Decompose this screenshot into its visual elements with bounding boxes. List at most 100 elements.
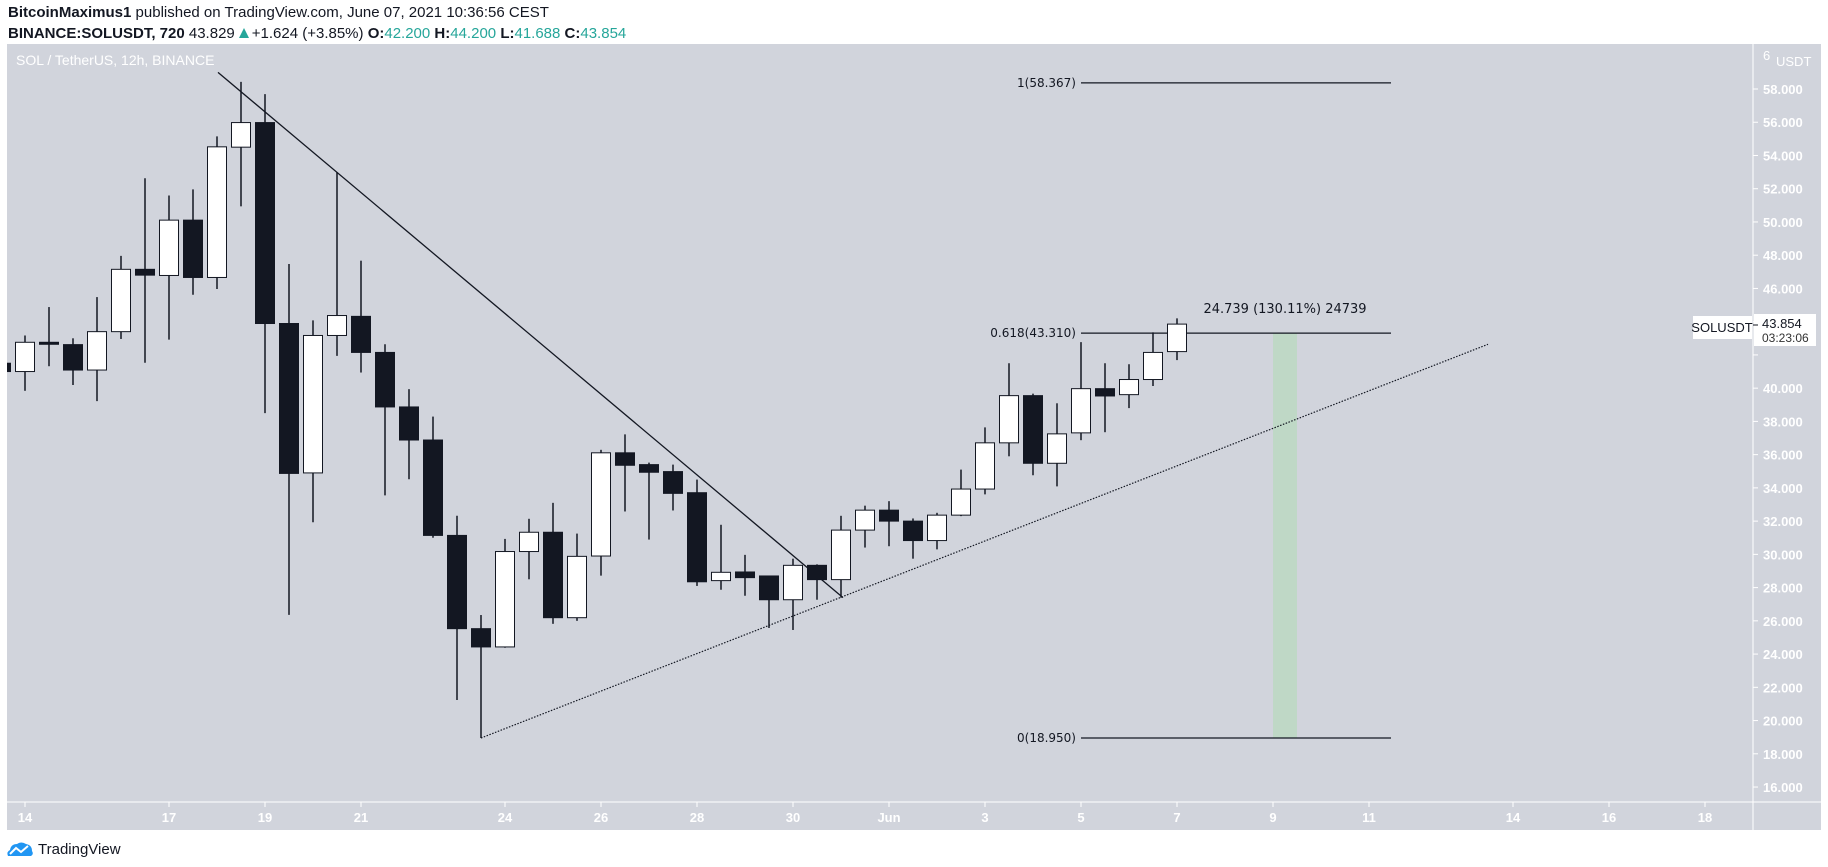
candle-body (207, 146, 227, 278)
price-tick-label: 20.000 (1763, 714, 1803, 729)
candle-body (351, 315, 371, 353)
low-label: L: (500, 25, 515, 42)
candle (159, 195, 179, 340)
candle (471, 615, 491, 739)
price-tick-label: 58.000 (1763, 82, 1803, 97)
candle (1071, 342, 1091, 441)
price-tick-label: 18.000 (1763, 747, 1803, 762)
time-tick-label: 9 (1269, 810, 1276, 825)
open-value: 42.200 (384, 25, 431, 42)
price-tick-label: 24.000 (1763, 647, 1803, 662)
candle (519, 518, 539, 580)
candle-body (879, 509, 899, 522)
brand-name: TradingView (38, 840, 121, 858)
price-tick-label: 26.000 (1763, 614, 1803, 629)
author-name[interactable]: BitcoinMaximus1 (8, 4, 132, 21)
candle (687, 479, 707, 586)
tradingview-logo[interactable]: TradingView (6, 840, 121, 858)
candle (303, 320, 323, 523)
candle (567, 533, 587, 621)
open-label: O: (367, 25, 385, 42)
high-label: H: (434, 25, 451, 42)
time-tick-label: 30 (786, 810, 800, 825)
candle (1119, 364, 1139, 409)
candle-body (279, 323, 299, 474)
close-label: C: (564, 25, 581, 42)
candle-body (999, 395, 1019, 444)
candle-body (1119, 379, 1139, 396)
candle-body (39, 341, 59, 345)
time-tick-label: 24 (498, 810, 513, 825)
low-value: 41.688 (514, 25, 561, 42)
price-tick-label: 22.000 (1763, 680, 1803, 695)
time-tick-label: 21 (354, 810, 368, 825)
candle-body (927, 514, 947, 542)
last-price-marker: SOLUSDT 43.854 03:23:06 (1691, 314, 1816, 346)
candle-body (783, 564, 803, 601)
candle-body (759, 575, 779, 601)
price-tick-label: 46.000 (1763, 281, 1803, 296)
plot-area: 24.739 (130.11%) 24739 1(58.367) 0.618(43.… (7, 71, 1489, 745)
candle (927, 512, 947, 550)
time-axis[interactable]: 14 17 19 21 24 26 28 30 Jun 3 5 7 9 11 14 16 18 (18, 802, 1712, 825)
symbol-label: BINANCE:SOLUSDT, 720 (8, 25, 185, 42)
price-tick-label: 52.000 (1763, 182, 1803, 197)
price-axis[interactable]: 58.000 56.000 54.000 52.000 50.000 48.000 46.0… (1753, 82, 1803, 795)
candle-body (951, 488, 971, 516)
candle (735, 554, 755, 596)
candle-body (687, 492, 707, 583)
time-tick-label: 17 (162, 810, 176, 825)
candle (759, 575, 779, 628)
ohlc-line: BINANCE:SOLUSDT, 720 43.829 +1.624 (+3.85… (8, 25, 626, 42)
time-tick-label: 5 (1077, 810, 1084, 825)
time-tick-label: 11 (1362, 810, 1376, 825)
price-tick-label: 48.000 (1763, 248, 1803, 263)
time-tick-label: 3 (981, 810, 988, 825)
candle (255, 94, 275, 414)
time-tick-label: 16 (1602, 810, 1616, 825)
candle (1047, 403, 1067, 487)
candle (543, 502, 563, 624)
candle-body (495, 551, 515, 648)
time-tick-label: 18 (1698, 810, 1712, 825)
time-tick-label: 7 (1173, 810, 1180, 825)
time-tick-label: 19 (258, 810, 272, 825)
candle (663, 464, 683, 511)
price-tick-label: 16.000 (1763, 780, 1803, 795)
close-value: 43.854 (580, 25, 627, 42)
candle (1023, 393, 1043, 476)
candle-body (375, 351, 395, 408)
candle (975, 427, 995, 495)
candle-body (855, 509, 875, 531)
high-value: 44.200 (450, 25, 497, 42)
candle-body (543, 531, 563, 619)
candle (1143, 332, 1163, 386)
price-tick-label: 56.000 (1763, 115, 1803, 130)
candle-body (735, 571, 755, 579)
candle-body (15, 341, 35, 373)
candle (279, 264, 299, 615)
candle (615, 434, 635, 512)
candle-body (399, 406, 419, 441)
fib-level-label: 0(18.950) (1017, 731, 1076, 745)
last-price: 43.829 (188, 25, 235, 42)
candle (135, 178, 155, 363)
candle-body (615, 452, 635, 466)
candle (327, 172, 347, 356)
bar-countdown: 03:23:06 (1762, 331, 1809, 345)
fib-level-label: 0.618(43.310) (990, 326, 1076, 340)
candle (399, 389, 419, 480)
price-tick-label: 32.000 (1763, 514, 1803, 529)
candle-body (711, 571, 731, 582)
time-tick-label: 26 (594, 810, 608, 825)
candle-body (1071, 388, 1091, 434)
candle (999, 363, 1019, 457)
candle-body (159, 219, 179, 276)
tradingview-cloud-icon (7, 842, 33, 856)
candle (951, 469, 971, 517)
candle (831, 515, 851, 598)
time-tick-label: Jun (877, 810, 900, 825)
time-tick-label: 28 (690, 810, 704, 825)
symbol-tag-box (1693, 316, 1752, 339)
